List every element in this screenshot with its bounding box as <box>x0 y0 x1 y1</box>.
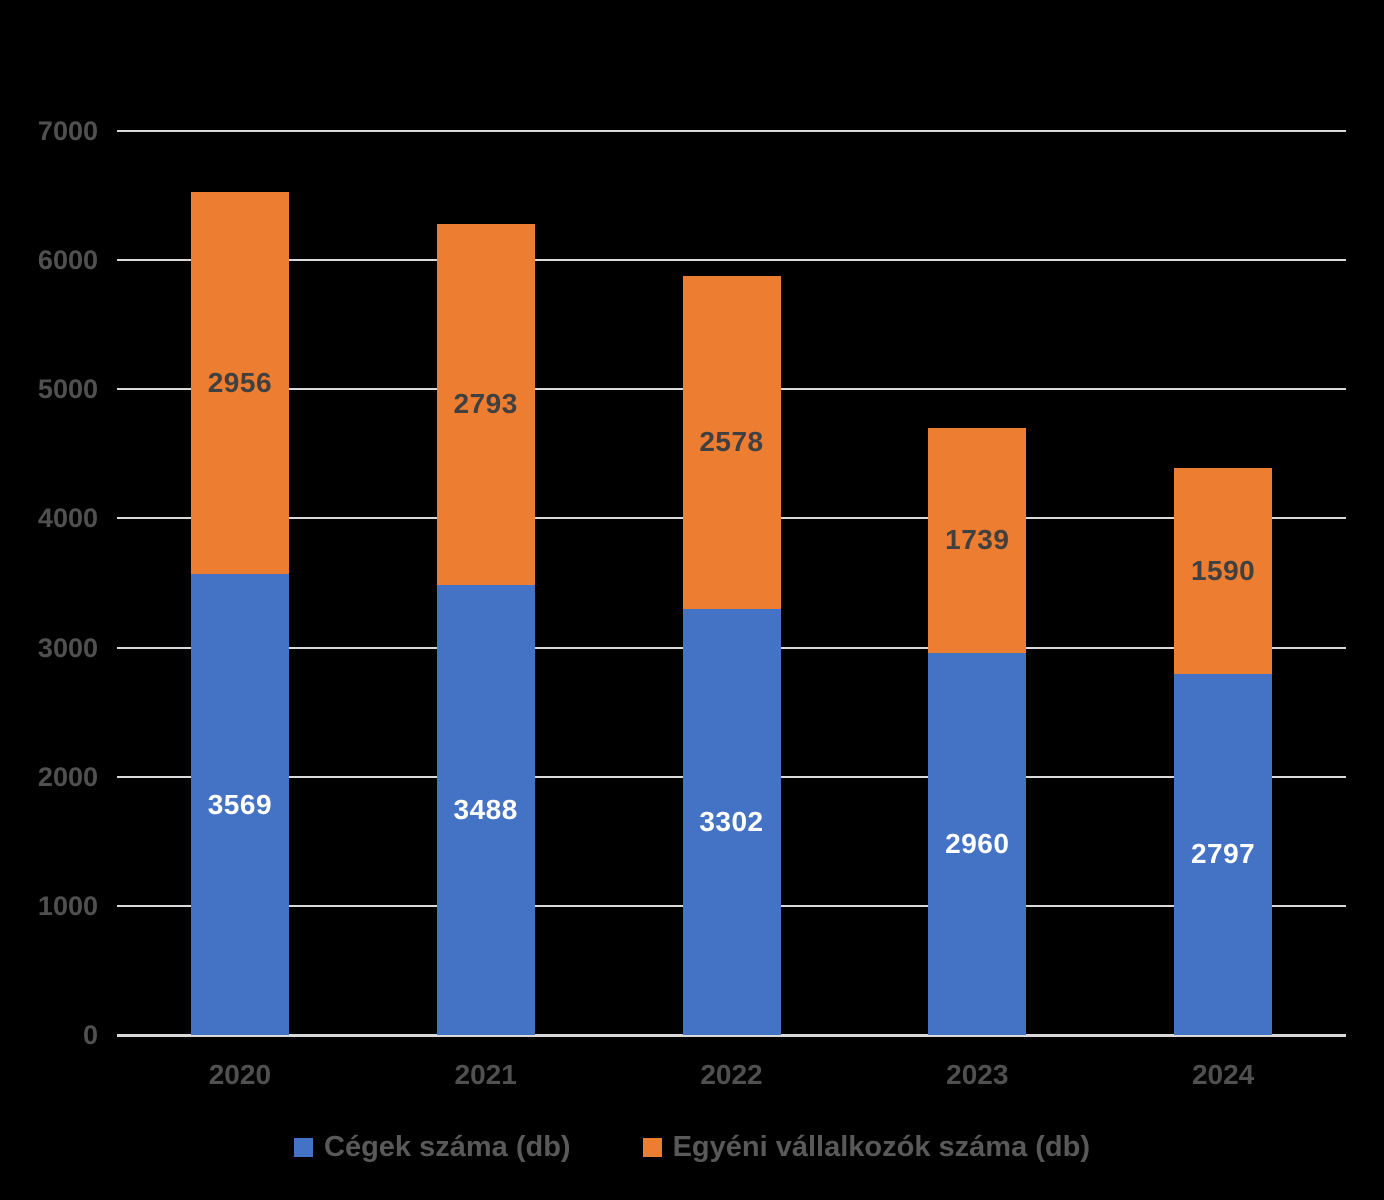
bar-value-label: 3302 <box>699 805 764 837</box>
y-tick-label: 1000 <box>37 890 98 921</box>
x-axis-label: 2022 <box>700 1059 763 1090</box>
bar-value-label: 2797 <box>1190 838 1256 870</box>
bar-value-label: 1739 <box>945 524 1010 556</box>
bar-segment-egyeni-vallalkozok: 2578 <box>682 275 781 609</box>
bar-value-label: 2956 <box>207 367 273 399</box>
bar-segment-cegek: 3302 <box>682 608 781 1035</box>
gridline <box>117 130 1346 132</box>
legend-item-egyeni-vallalkozok: Egyéni vállalkozók száma (db) <box>642 1131 1090 1163</box>
x-axis-label: 2021 <box>454 1059 517 1090</box>
bar-segment-egyeni-vallalkozok: 1739 <box>928 428 1027 653</box>
x-axis-baseline <box>117 1034 1346 1037</box>
gridline <box>117 259 1346 262</box>
legend-label: Egyéni vállalkozók száma (db) <box>672 1131 1090 1163</box>
legend-swatch <box>294 1137 313 1157</box>
bar-value-label: 2793 <box>453 388 518 420</box>
y-tick-label: 0 <box>82 1020 98 1050</box>
y-tick-label: 4000 <box>37 503 98 534</box>
bar-value-label: 1590 <box>1190 555 1256 587</box>
y-tick-label: 2000 <box>37 761 98 792</box>
bar-value-label: 3569 <box>207 788 273 820</box>
legend-label: Cégek száma (db) <box>324 1131 571 1163</box>
x-axis-label: 2023 <box>946 1059 1009 1090</box>
bar-segment-cegek: 3488 <box>436 584 535 1035</box>
legend-swatch <box>642 1137 662 1157</box>
x-axis-label: 2024 <box>1191 1059 1255 1090</box>
bar-value-label: 2960 <box>945 827 1010 859</box>
bar-segment-cegek: 2797 <box>1174 673 1273 1035</box>
bar-segment-egyeni-vallalkozok: 2956 <box>190 192 289 575</box>
bar-value-label: 2578 <box>699 426 764 458</box>
bar-segment-cegek: 3569 <box>190 574 289 1035</box>
legend-item-cegek: Cégek száma (db) <box>294 1131 571 1163</box>
y-tick-label: 6000 <box>37 245 98 276</box>
x-axis-label: 2020 <box>208 1059 272 1090</box>
y-tick-label: 3000 <box>37 632 98 663</box>
bar-segment-egyeni-vallalkozok: 2793 <box>436 223 535 585</box>
bar-segment-cegek: 2960 <box>928 652 1027 1035</box>
y-tick-label: 5000 <box>37 374 98 405</box>
y-tick-label: 7000 <box>37 116 98 146</box>
legend: Cégek száma (db) Egyéni vállalkozók száma… <box>0 1126 1384 1168</box>
bar-segment-egyeni-vallalkozok: 1590 <box>1174 468 1273 674</box>
bar-value-label: 3488 <box>453 793 518 825</box>
